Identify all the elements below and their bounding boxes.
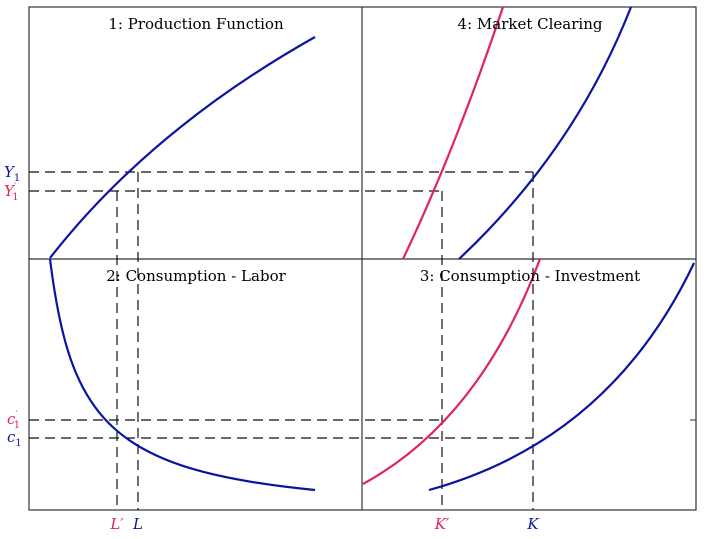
- panel-title-consumption-investment: 3: Consumption - Investment: [420, 267, 640, 285]
- label-c1: c1: [7, 428, 22, 449]
- label-c1-prime: c′ 1: [7, 410, 20, 431]
- label-y1: Y1: [4, 163, 20, 184]
- market-clearing-curve-red: [402, 6, 505, 260]
- production-function-curve: [49, 36, 316, 259]
- label-y1-prime: Y′ 1: [4, 182, 19, 203]
- dashed-guides: [29, 171, 534, 510]
- panel-title-production: 1: Production Function: [108, 15, 284, 33]
- consumption-investment-curve-red: [362, 258, 542, 485]
- panel-title-consumption-labor: 2: Consumption - Labor: [106, 267, 286, 285]
- consumption-labor-curve: [48, 258, 316, 492]
- label-k: K: [526, 515, 539, 533]
- label-l-prime: L′: [109, 515, 124, 533]
- label-l: L: [132, 515, 143, 533]
- market-clearing-curve-blue: [458, 6, 633, 260]
- consumption-investment-curve-blue: [428, 262, 695, 492]
- label-k-prime: K′: [434, 515, 450, 533]
- panel-title-market-clearing: 4: Market Clearing: [458, 15, 603, 33]
